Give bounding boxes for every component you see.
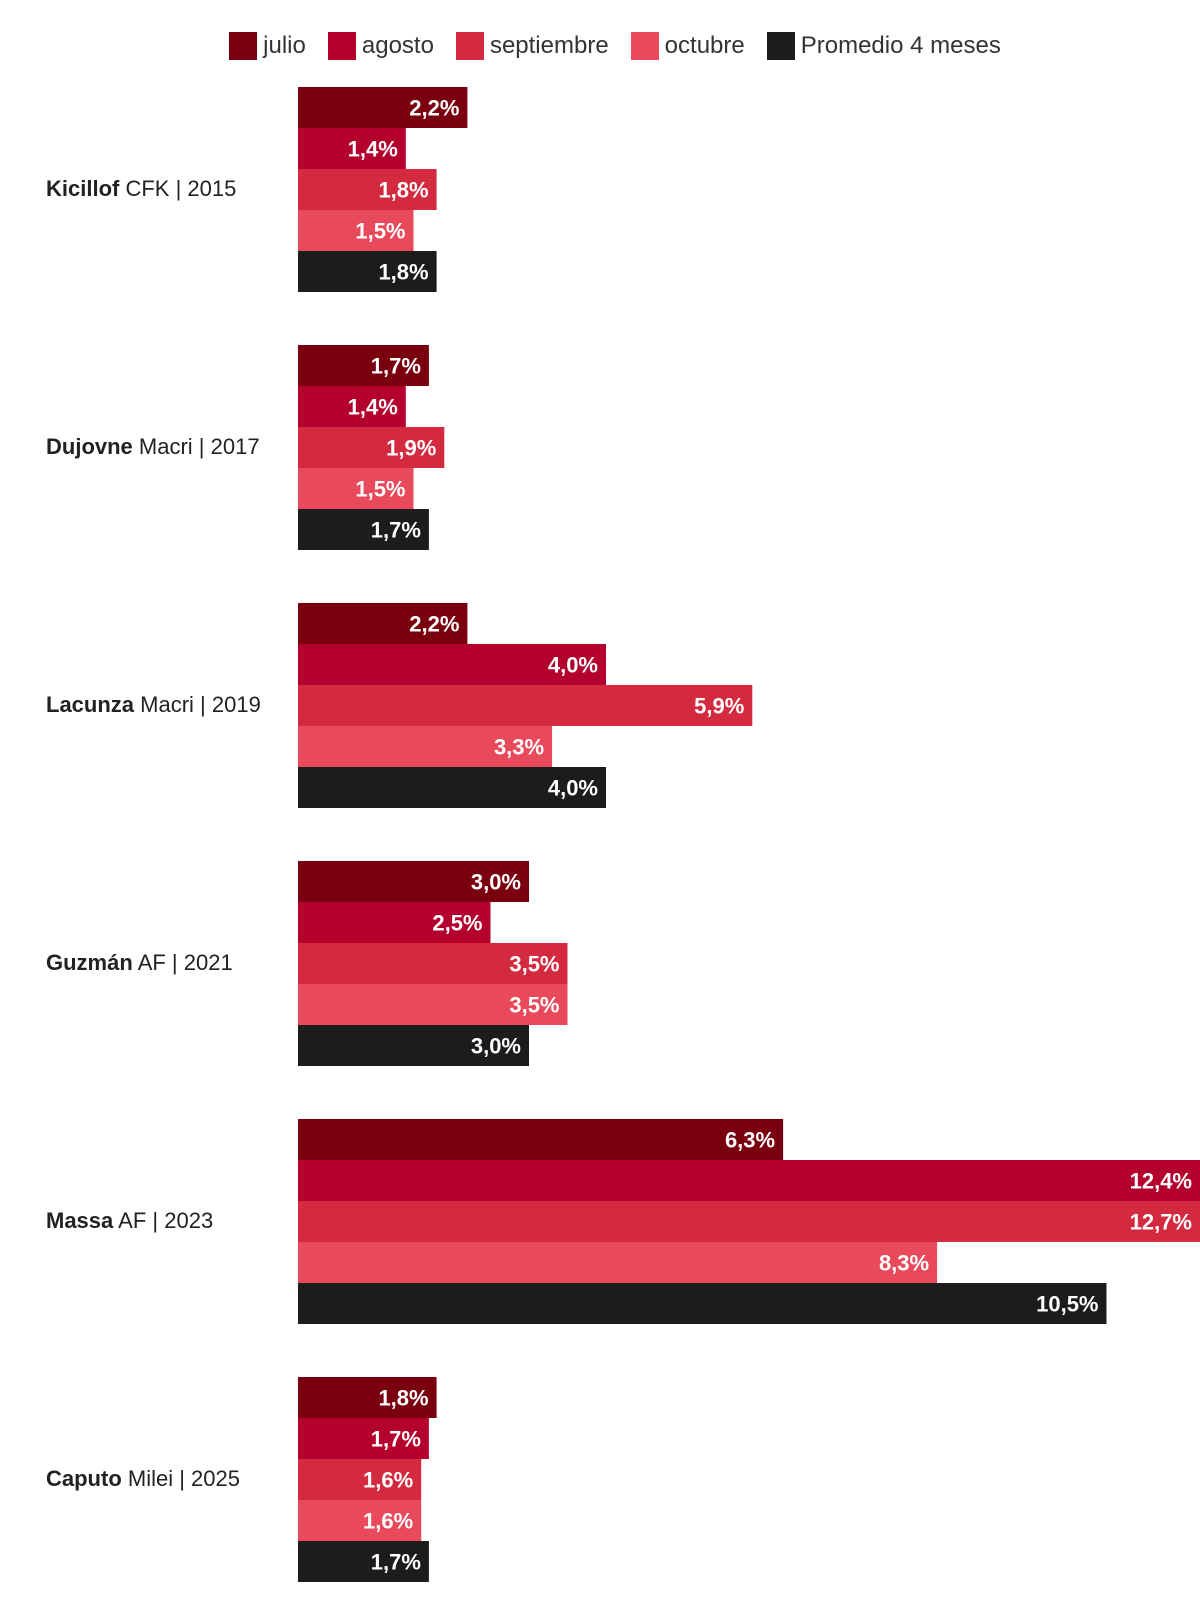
legend-label: octubre: [664, 32, 745, 59]
data-label: 10,5%: [1036, 1292, 1098, 1317]
bar-octubre: [298, 984, 568, 1025]
bar-agosto: [298, 1418, 429, 1459]
data-label: 2,2%: [409, 96, 459, 121]
bar-julio: [298, 603, 468, 644]
bar-octubre: [298, 468, 414, 509]
group-desc: CFK | 2015: [119, 175, 237, 201]
legend-item: agosto: [327, 32, 434, 60]
data-label: 1,9%: [386, 436, 436, 461]
data-label: 1,5%: [355, 219, 405, 244]
group-name: Dujovne: [46, 433, 133, 459]
bar-septiembre: [298, 685, 753, 726]
group-name: Massa: [46, 1207, 114, 1233]
group-name: Guzmán: [46, 949, 133, 975]
data-label: 1,7%: [371, 1427, 421, 1452]
bar-promedio-4-meses: [298, 1283, 1107, 1324]
group-label: Massa AF | 2023: [46, 1208, 213, 1234]
legend-item: septiembre: [455, 32, 609, 60]
group-name: Caputo: [46, 1465, 122, 1491]
bar-octubre: [298, 210, 414, 251]
data-label: 1,4%: [348, 137, 398, 162]
data-label: 3,0%: [471, 870, 521, 895]
data-label: 3,5%: [509, 993, 559, 1018]
legend-label: septiembre: [489, 32, 609, 59]
group-desc: AF | 2023: [113, 1207, 214, 1233]
group-desc: Macri | 2017: [132, 433, 260, 459]
legend-label: agosto: [361, 32, 434, 59]
data-label: 3,5%: [509, 952, 559, 977]
bar-julio: [298, 345, 429, 386]
bar-agosto: [298, 1160, 1200, 1201]
group-desc: AF | 2021: [132, 949, 233, 975]
bar-septiembre: [298, 1459, 422, 1500]
group-label: Caputo Milei | 2025: [46, 1466, 240, 1492]
group-label: Lacunza Macri | 2019: [46, 692, 261, 718]
group-label: Kicillof CFK | 2015: [46, 176, 236, 202]
group-desc: Milei | 2025: [121, 1465, 240, 1491]
legend-swatch: [630, 32, 659, 60]
data-label: 4,0%: [548, 776, 598, 801]
data-label: 1,6%: [363, 1468, 413, 1493]
legend-label: Promedio 4 meses: [800, 32, 1001, 59]
data-label: 5,9%: [694, 694, 744, 719]
data-label: 3,3%: [494, 735, 544, 760]
chart-legend: julio agosto septiembre octubre Promedio 4 m…: [0, 26, 1200, 66]
group-name: Kicillof: [46, 175, 120, 201]
data-label: 4,0%: [548, 653, 598, 678]
bar-julio: [298, 1377, 437, 1418]
data-label: 1,8%: [378, 1386, 428, 1411]
bar-septiembre: [298, 1201, 1200, 1242]
bar-agosto: [298, 644, 606, 685]
data-label: 1,4%: [348, 395, 398, 420]
bar-promedio-4-meses: [298, 1541, 429, 1582]
bar-septiembre: [298, 427, 445, 468]
bar-agosto: [298, 128, 406, 169]
data-label: 1,7%: [371, 518, 421, 543]
group-label: Guzmán AF | 2021: [46, 950, 233, 976]
bar-julio: [298, 861, 529, 902]
legend-item: octubre: [630, 32, 745, 60]
group-name: Lacunza: [46, 691, 135, 717]
data-label: 1,8%: [378, 260, 428, 285]
group-desc: Macri | 2019: [134, 691, 261, 717]
group-label: Dujovne Macri | 2017: [46, 434, 260, 460]
data-label: 1,6%: [363, 1509, 413, 1534]
data-label: 1,8%: [378, 178, 428, 203]
bar-septiembre: [298, 169, 437, 210]
legend-swatch: [766, 32, 795, 60]
legend-item: julio: [229, 32, 306, 60]
bar-promedio-4-meses: [298, 1025, 529, 1066]
data-label: 1,7%: [371, 354, 421, 379]
data-label: 1,5%: [355, 477, 405, 502]
bar-julio: [298, 87, 468, 128]
data-label: 1,7%: [371, 1550, 421, 1575]
legend-swatch: [229, 32, 258, 60]
data-label: 6,3%: [725, 1128, 775, 1153]
data-label: 3,0%: [471, 1034, 521, 1059]
bar-octubre: [298, 1242, 938, 1283]
data-label: 12,4%: [1130, 1169, 1192, 1194]
legend-swatch: [455, 32, 484, 60]
bar-promedio-4-meses: [298, 251, 437, 292]
bar-octubre: [298, 726, 553, 767]
bar-julio: [298, 1119, 784, 1160]
data-label: 2,2%: [409, 612, 459, 637]
data-label: 2,5%: [432, 911, 482, 936]
legend-swatch: [327, 32, 356, 60]
data-label: 8,3%: [879, 1251, 929, 1276]
bar-agosto: [298, 386, 406, 427]
data-label: 12,7%: [1130, 1210, 1192, 1235]
bar-octubre: [298, 1500, 422, 1541]
bar-promedio-4-meses: [298, 509, 429, 550]
legend-label: julio: [263, 32, 306, 59]
bar-agosto: [298, 902, 491, 943]
bar-promedio-4-meses: [298, 767, 606, 808]
legend-item: Promedio 4 meses: [766, 32, 1001, 60]
bar-septiembre: [298, 943, 568, 984]
